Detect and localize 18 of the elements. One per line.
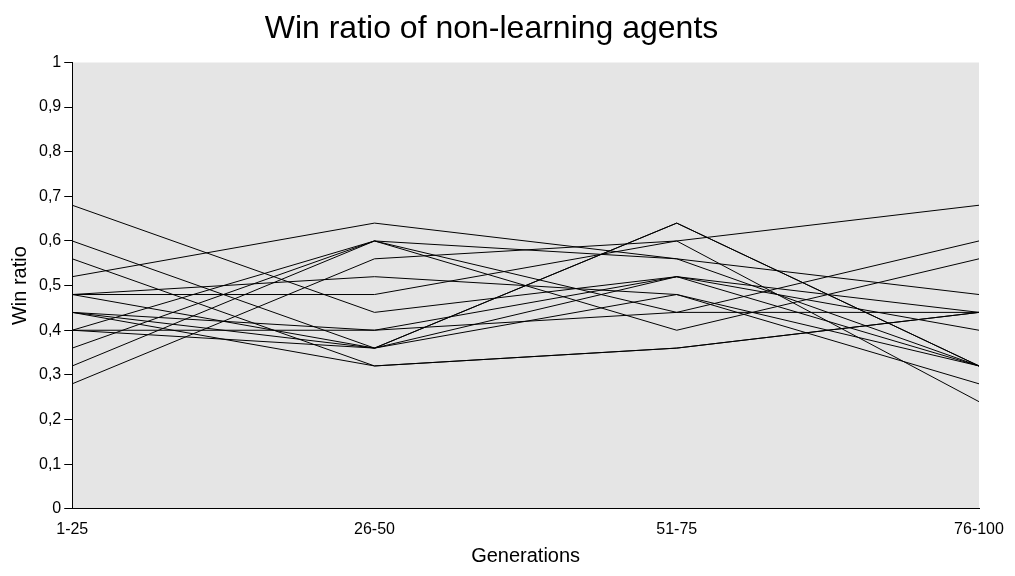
- x-tick-label: 1-25: [56, 519, 89, 537]
- y-tick-label: 0,1: [38, 454, 62, 472]
- x-tick-label: 51-75: [656, 519, 698, 537]
- y-tick-label: 0,7: [38, 186, 62, 204]
- chart-title: Win ratio of non-learning agents: [264, 9, 719, 46]
- y-tick-label: 0,2: [38, 409, 62, 427]
- x-tick-label: 76-100: [954, 519, 1005, 537]
- y-tick-label: 0,5: [38, 276, 62, 294]
- y-tick-label: 0,3: [38, 365, 62, 383]
- y-tick-label: 0,8: [38, 142, 62, 160]
- y-tick-label: 0,6: [38, 231, 62, 249]
- y-tick-label: 0: [52, 499, 62, 517]
- y-tick-label: 1: [52, 52, 62, 70]
- x-axis-title: Generations: [471, 543, 581, 566]
- y-tick-label: 0,4: [38, 320, 62, 338]
- x-tick-label: 26-50: [354, 519, 396, 537]
- y-axis-title: Win ratio: [7, 246, 30, 326]
- y-tick-label: 0,9: [38, 97, 62, 115]
